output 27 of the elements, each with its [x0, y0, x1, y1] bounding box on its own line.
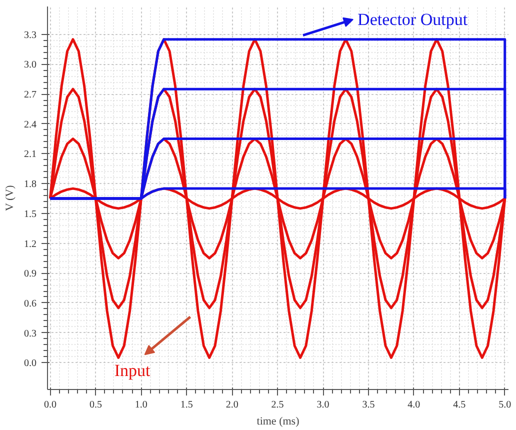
x-tick-label: 4.5: [453, 400, 466, 410]
y-tick-label: 1.5: [24, 208, 36, 220]
x-tick-label: 2.5: [271, 400, 284, 410]
x-tick-label: 5.0: [498, 400, 512, 410]
y-tick-label: 3.3: [24, 30, 36, 41]
x-tick-label: 1.0: [134, 400, 148, 410]
x-tick-label: 3.0: [316, 400, 330, 410]
x-axis-title: time (ms): [256, 416, 300, 428]
y-axis-title: V (V): [4, 184, 16, 211]
y-tick-label: 2.1: [24, 149, 36, 160]
x-tick-label: 2.0: [226, 400, 238, 410]
y-tick-label: 0.9: [24, 268, 36, 280]
y-tick-label: 2.7: [24, 90, 36, 101]
x-tick-label: 1.5: [180, 400, 193, 410]
y-tick-label: 3.0: [24, 60, 36, 71]
y-tick-label: 1.2: [24, 238, 36, 250]
y-tick-label: 1.8: [24, 179, 36, 190]
annotation: Input: [114, 361, 151, 380]
y-tick-label: 0.3: [24, 328, 36, 340]
annotation: Detector Output: [358, 10, 468, 29]
x-tick-label: 0.5: [89, 400, 102, 410]
x-tick-label: 3.5: [362, 400, 375, 410]
y-tick-label: 0.0: [24, 358, 36, 370]
y-tick-label: 0.6: [24, 298, 36, 310]
x-tick-label: 4.0: [408, 400, 420, 410]
x-tick-label: 0.0: [44, 400, 56, 410]
y-tick-label: 2.4: [24, 119, 36, 130]
